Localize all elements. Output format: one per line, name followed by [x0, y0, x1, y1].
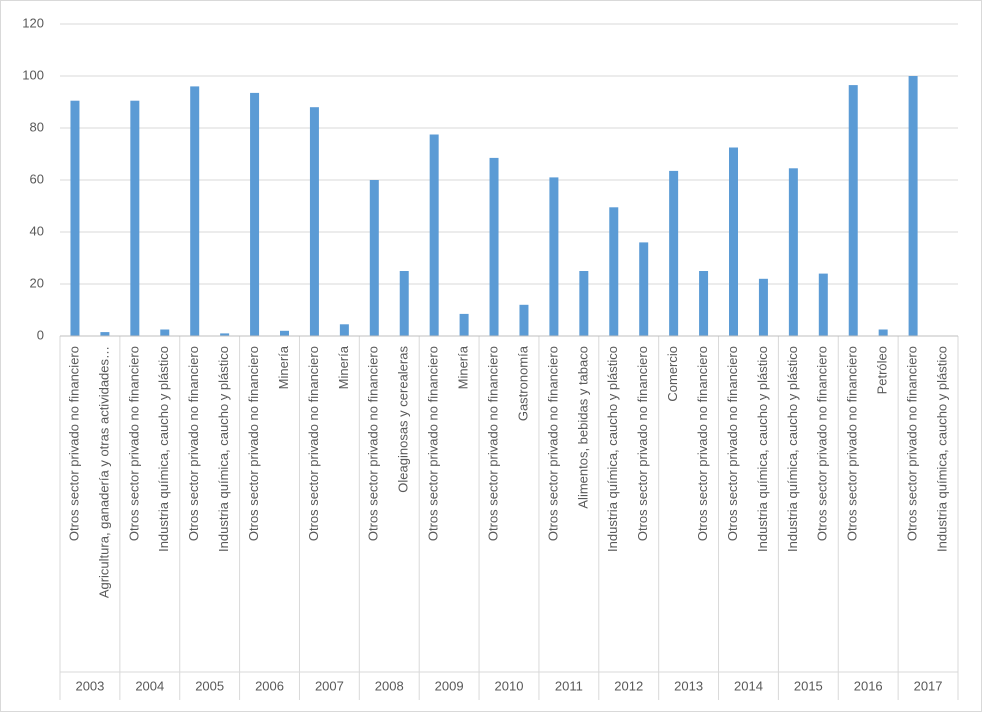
x-tick-label: Industria química, caucho y plástico: [934, 346, 949, 552]
y-tick-label: 40: [30, 223, 44, 238]
x-tick-label: Industria química, caucho y plástico: [605, 346, 620, 552]
x-tick-label: Otros sector privado no financiero: [126, 346, 141, 541]
x-tick-label: Industria química, caucho y plástico: [216, 346, 231, 552]
y-tick-label: 0: [37, 327, 44, 342]
x-tick-label: Industria química, caucho y plástico: [156, 346, 171, 552]
x-tick-label: Comercio: [665, 346, 680, 402]
group-label: 2009: [435, 678, 464, 693]
x-tick-label: Oleaginosas y cerealeras: [396, 346, 411, 493]
x-tick-label: Otros sector privado no financiero: [725, 346, 740, 541]
bar: [339, 324, 349, 336]
bar: [519, 304, 529, 336]
x-tick-label: Otros sector privado no financiero: [66, 346, 81, 541]
group-label: 2003: [75, 678, 104, 693]
bar: [848, 85, 858, 336]
bar: [280, 330, 289, 336]
bar: [729, 147, 738, 336]
group-label: 2007: [315, 678, 344, 693]
y-tick-label: 80: [30, 119, 44, 134]
bar: [220, 333, 230, 336]
bar: [818, 273, 828, 336]
bar: [549, 177, 559, 336]
group-label: 2011: [555, 678, 583, 693]
x-tick-label: Industria química, caucho y plástico: [755, 346, 770, 552]
bar: [369, 180, 379, 336]
x-tick-label: Otros sector privado no financiero: [905, 346, 920, 541]
x-tick-label: Otros sector privado no financiero: [545, 346, 560, 541]
group-label: 2008: [375, 678, 404, 693]
x-tick-label: Otros sector privado no financiero: [845, 346, 860, 541]
bar: [309, 107, 319, 336]
bar: [250, 92, 260, 337]
bar: [579, 271, 589, 336]
bar: [100, 332, 110, 336]
bar: [669, 170, 679, 336]
group-label: 2017: [914, 678, 943, 693]
x-tick-label: Otros sector privado no financiero: [246, 346, 261, 541]
x-tick-label: Otros sector privado no financiero: [366, 346, 381, 541]
group-label: 2004: [135, 678, 164, 693]
bar: [429, 134, 439, 336]
group-label: 2016: [854, 678, 883, 693]
bar: [130, 100, 140, 336]
group-label: 2005: [195, 678, 224, 693]
bar: [788, 168, 798, 336]
group-label: 2014: [734, 678, 763, 693]
bar: [160, 329, 170, 336]
x-tick-label: Minería: [276, 345, 291, 389]
bar: [878, 329, 888, 336]
x-tick-label: Gastronomía: [515, 345, 530, 421]
bar: [699, 271, 709, 336]
group-label: 2013: [674, 678, 703, 693]
x-tick-label: Minería: [336, 345, 351, 389]
y-tick-label: 100: [22, 67, 44, 82]
x-tick-label: Otros sector privado no financiero: [306, 346, 321, 541]
bar: [489, 157, 499, 336]
x-tick-label: Otros sector privado no financiero: [485, 346, 500, 541]
x-tick-label: Otros sector privado no financiero: [186, 346, 201, 541]
group-label: 2006: [255, 678, 284, 693]
group-label: 2010: [495, 678, 524, 693]
y-tick-label: 20: [30, 275, 44, 290]
y-tick-label: 120: [22, 15, 44, 30]
bar: [609, 207, 619, 336]
group-label: 2015: [794, 678, 823, 693]
x-tick-label: Otros sector privado no financiero: [815, 346, 830, 541]
x-tick-label: Industria química, caucho y plástico: [785, 346, 800, 552]
x-tick-label: Otros sector privado no financiero: [635, 346, 650, 541]
x-tick-label: Petróleo: [875, 346, 890, 394]
group-label: 2012: [614, 678, 643, 693]
y-tick-label: 60: [30, 171, 44, 186]
bar: [908, 76, 918, 336]
bar: [399, 271, 409, 336]
x-tick-label: Otros sector privado no financiero: [695, 346, 710, 541]
bar: [70, 100, 80, 336]
bar: [758, 278, 768, 336]
bar: [639, 242, 649, 336]
x-tick-label: Minería: [456, 345, 471, 389]
bar: [190, 86, 200, 337]
x-tick-label: Otros sector privado no financiero: [426, 346, 441, 541]
x-tick-label: Agricultura, ganadería y otras actividad…: [96, 346, 111, 598]
x-tick-label: Alimentos, bebidas y tabaco: [575, 346, 590, 509]
bar: [459, 313, 469, 336]
